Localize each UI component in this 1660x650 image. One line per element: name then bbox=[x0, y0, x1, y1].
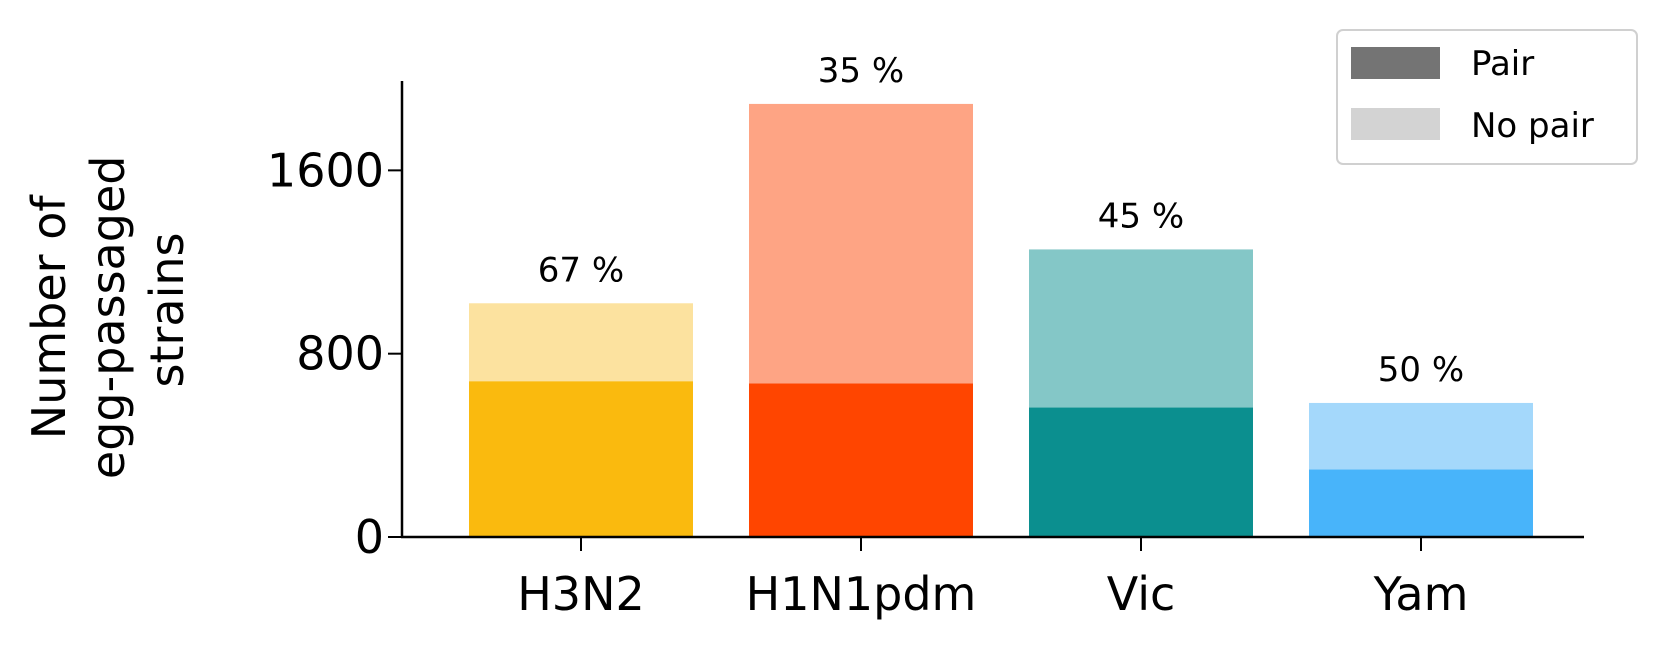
y-axis-label-line-2: egg-passaged bbox=[81, 156, 135, 480]
bar-pair-vic bbox=[1029, 407, 1253, 537]
x-tick-label-h3n2: H3N2 bbox=[517, 567, 645, 621]
y-tick-label-1600: 1600 bbox=[267, 143, 384, 197]
y-tick-label-800: 800 bbox=[296, 327, 384, 381]
percent-label-vic: 45 % bbox=[1098, 196, 1184, 236]
legend-swatch-pair bbox=[1351, 47, 1440, 79]
legend: Pair No pair bbox=[1336, 29, 1638, 165]
percent-label-h3n2: 67 % bbox=[538, 250, 624, 290]
percent-label-yam: 50 % bbox=[1378, 350, 1464, 390]
legend-label-no-pair: No pair bbox=[1471, 106, 1594, 146]
bar-pair-yam bbox=[1309, 469, 1533, 537]
legend-label-pair: Pair bbox=[1471, 44, 1534, 84]
y-axis-label: Number of egg-passaged strains bbox=[22, 141, 194, 479]
bar-pair-h3n2 bbox=[469, 381, 693, 537]
y-axis-label-line-3: strains bbox=[140, 232, 194, 387]
plot-area: 67 % H3N2 35 % H1N1pdm 45 % Vic 50 % Yam 0 800 160… bbox=[267, 51, 1584, 621]
x-tick-label-vic: Vic bbox=[1107, 567, 1176, 621]
bar-pair-h1n1pdm bbox=[749, 383, 973, 537]
bar-no-pair-vic bbox=[1029, 249, 1253, 408]
percent-label-h1n1pdm: 35 % bbox=[818, 51, 904, 91]
x-tick-label-yam: Yam bbox=[1373, 567, 1469, 621]
y-tick-label-0: 0 bbox=[355, 510, 384, 564]
y-axis-label-line-1: Number of bbox=[22, 194, 76, 440]
legend-swatch-no-pair bbox=[1351, 108, 1440, 140]
bar-no-pair-h1n1pdm bbox=[749, 103, 973, 384]
x-tick-label-h1n1pdm: H1N1pdm bbox=[746, 567, 977, 621]
bar-no-pair-h3n2 bbox=[469, 303, 693, 382]
bar-no-pair-yam bbox=[1309, 402, 1533, 470]
